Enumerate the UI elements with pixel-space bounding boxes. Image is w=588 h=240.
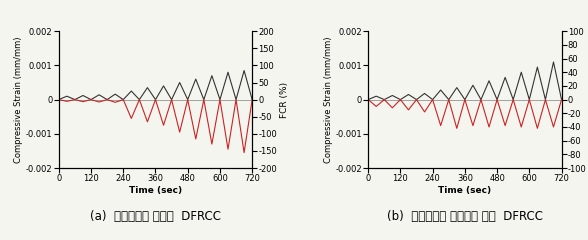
Y-axis label: Compressive Strain (mm/mm): Compressive Strain (mm/mm): [14, 36, 23, 163]
Text: (b)  방수캘리를 진행하지 않은  DFRCC: (b) 방수캘리를 진행하지 않은 DFRCC: [387, 210, 543, 223]
Text: (a)  방수캘리를 진행한  DFRCC: (a) 방수캘리를 진행한 DFRCC: [90, 210, 221, 223]
Y-axis label: Compressive Strain (mm/mm): Compressive Strain (mm/mm): [323, 36, 333, 163]
X-axis label: Time (sec): Time (sec): [129, 186, 182, 195]
X-axis label: Time (sec): Time (sec): [438, 186, 492, 195]
Y-axis label: FCR (%): FCR (%): [280, 82, 289, 118]
